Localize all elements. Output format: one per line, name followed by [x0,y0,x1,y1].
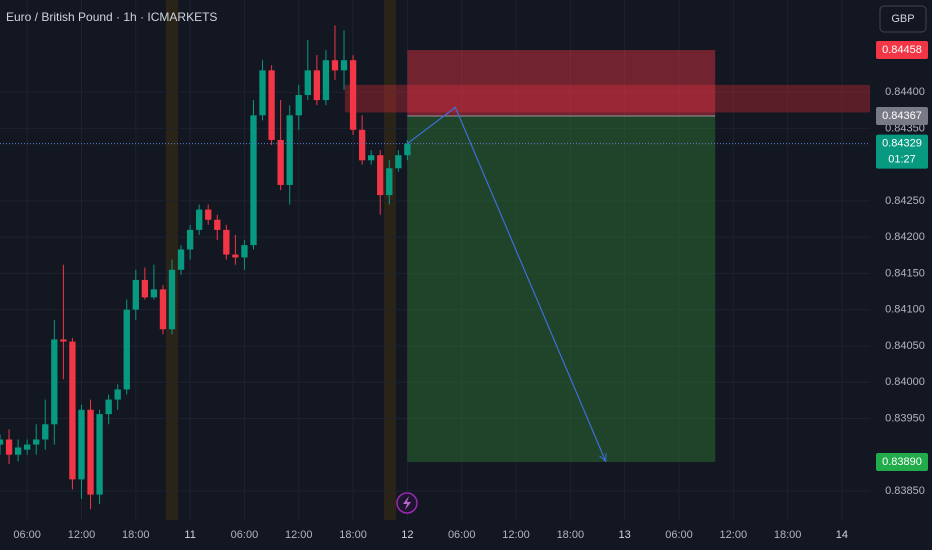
candle-body [33,439,40,445]
candle-body [232,254,239,258]
candle-body [377,155,384,196]
forecast-path [407,106,607,462]
price-tag [876,134,928,169]
candle-body [277,139,284,185]
y-tick-label: 0.84000 [885,376,925,388]
x-tick-label: 18:00 [122,529,150,541]
x-tick-label: 06:00 [448,529,476,541]
candle-body [295,95,302,116]
y-tick-label: 0.84050 [885,340,925,352]
y-tick-label: 0.84150 [885,267,925,279]
currency-label[interactable]: GBP [891,13,914,25]
y-tick-label: 0.84200 [885,231,925,243]
axis-layer: 06:00 12:00 18:00 11 06:00 12:00 18:00 12 06:00 1… [13,41,928,541]
zone-layer [344,50,870,462]
candle-body [168,269,176,330]
x-tick-label: 06:00 [231,529,259,541]
y-tick-label: 0.84250 [885,195,925,207]
chart-title: Euro / British Pound · 1h · ICMARKETS [6,10,217,24]
candle-body [51,339,58,425]
time-axis [0,520,932,550]
candle-body [358,129,366,161]
candle-body [331,60,339,71]
y-tick-label: 0.83950 [885,412,925,424]
candle-body [159,289,167,330]
candle-body [60,339,67,342]
x-tick-label: 12 [401,529,413,541]
candle-body [368,155,375,161]
x-tick-label: 12:00 [502,529,530,541]
y-tick-label: 0.84350 [885,122,925,134]
countdown-label: 01:27 [888,154,916,166]
candle-body [268,70,275,140]
candle-body [14,447,22,455]
price-tag [876,107,928,126]
candle-body [322,60,330,101]
x-tick-label: 18:00 [557,529,585,541]
x-tick-label: 06:00 [665,529,693,541]
candle-body [259,70,266,116]
candle-body [313,70,321,101]
candle-body [42,424,49,440]
arrow-head [599,453,607,463]
candle-body [340,60,348,71]
price-tag-label: 0.84458 [882,44,922,56]
y-tick-label: 0.83850 [885,485,925,497]
price-tag-label: 0.84329 [882,138,922,150]
x-tick-label: 18:00 [339,529,367,541]
candle-body [69,341,76,480]
target-zone [407,116,716,462]
session-break [384,0,396,520]
y-tick-label: 0.84100 [885,304,925,316]
candle-body [286,115,293,185]
price-tag [876,452,928,471]
candle-body [395,155,402,169]
price-tag [876,41,928,60]
y-tick-label: 0.84400 [885,86,925,98]
candle-body [223,229,230,255]
candle-body [87,409,94,495]
candle-layer [0,25,411,510]
x-tick-label: 14 [836,529,848,541]
x-tick-label: 06:00 [13,529,41,541]
candle-body [349,60,357,130]
candle-body [5,439,13,455]
drawing-layer [0,106,870,463]
candle-body [386,168,393,196]
price-tag-label: 0.83890 [882,456,922,468]
candle-body [0,439,4,445]
currency-button[interactable] [879,5,927,33]
candle-body [195,209,203,230]
candle-body [78,409,85,480]
lightning [403,496,411,510]
candle-body [250,115,257,246]
candle-body [241,245,248,258]
price-tag-label: 0.84367 [882,110,922,122]
candle-body [105,399,112,415]
candle-body [177,249,185,270]
candle-body [132,279,139,310]
x-tick-label: 13 [619,529,631,541]
x-tick-label: 12:00 [720,529,748,541]
candle-body [23,444,31,450]
candle-body [304,70,311,96]
candle-body [96,414,103,495]
x-tick-label: 12:00 [285,529,313,541]
stop-zone [407,50,716,117]
candle-body [141,279,149,298]
candle-body [150,289,158,298]
candle-body [404,143,411,156]
candle-body [123,309,130,390]
candle-body [114,389,121,400]
x-tick-label: 11 [184,529,195,541]
candle-body [186,229,194,250]
resistance-zone [344,84,870,113]
x-tick-label: 12:00 [68,529,96,541]
candle-body [205,209,212,220]
x-tick-label: 18:00 [774,529,802,541]
candle-body [214,219,221,230]
